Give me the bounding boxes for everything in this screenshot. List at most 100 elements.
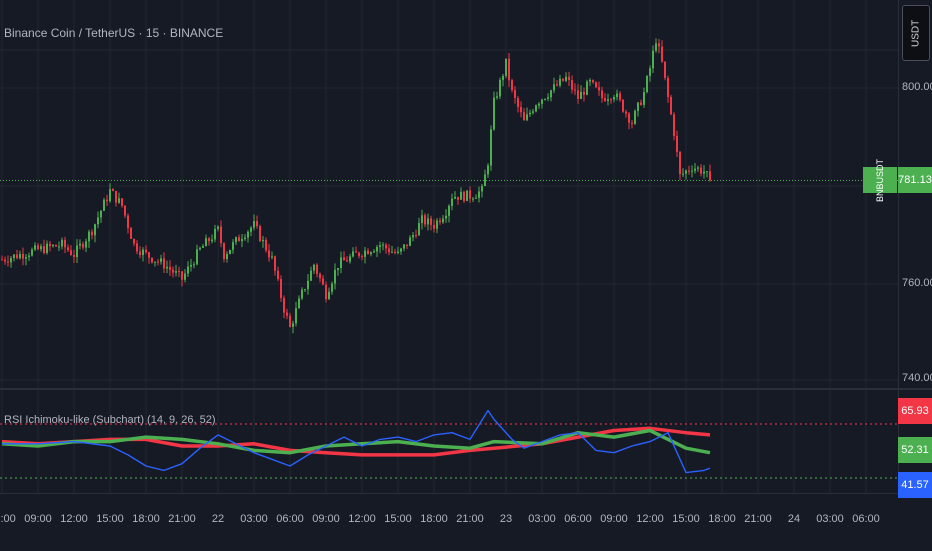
candle-body: [601, 90, 603, 99]
candle-body: [190, 265, 192, 267]
candle-body: [472, 198, 474, 200]
candle-body: [283, 298, 285, 313]
candle-body: [430, 218, 432, 225]
candle-body: [52, 244, 54, 247]
time-axis-label: 06:00: [276, 513, 304, 525]
candle-body: [64, 239, 66, 248]
candle-body: [637, 102, 639, 111]
candle-body: [661, 46, 663, 62]
candle-body: [238, 237, 240, 242]
candle-body: [172, 269, 174, 273]
candle-body: [88, 231, 90, 242]
price-scale[interactable]: [898, 0, 932, 493]
time-axis-label: 18:00: [420, 513, 448, 525]
candle-body: [397, 251, 399, 254]
candle-body: [709, 171, 711, 181]
candle-body: [100, 210, 102, 218]
time-axis-label: 03:00: [240, 513, 268, 525]
candle-body: [343, 257, 345, 261]
indicator-title[interactable]: RSI Ichimoku-like (Subchart) (14, 9, 26,…: [4, 414, 216, 426]
candle-body: [232, 242, 234, 250]
candle-body: [250, 227, 252, 232]
candle-body: [220, 226, 222, 244]
candle-body: [481, 186, 483, 192]
candle-body: [328, 291, 330, 300]
time-scale[interactable]: [0, 493, 932, 551]
candle-body: [169, 266, 171, 270]
candle-body: [202, 246, 204, 248]
candle-body: [280, 279, 282, 299]
candle-body: [421, 215, 423, 224]
candle-body: [304, 289, 306, 291]
symbol-title[interactable]: Binance Coin / TetherUS · 15 · BINANCE: [4, 26, 224, 40]
candle-body: [178, 271, 180, 273]
candle-body: [55, 244, 57, 247]
candle-body: [526, 114, 528, 121]
candle-body: [550, 90, 552, 98]
candle-body: [43, 246, 45, 254]
candle-body: [634, 110, 636, 124]
candle-body: [409, 237, 411, 246]
price-tick-label: 800.00: [902, 81, 932, 93]
candle-body: [127, 215, 129, 229]
time-axis-label: 15:00: [672, 513, 700, 525]
candle-body: [571, 79, 573, 90]
candle-body: [256, 221, 258, 227]
candle-body: [586, 81, 588, 95]
candle-body: [556, 84, 558, 86]
candle-body: [595, 82, 597, 88]
candle-body: [364, 250, 366, 257]
candle-body: [166, 266, 168, 269]
candle-body: [670, 96, 672, 115]
candle-body: [505, 58, 507, 76]
candle-body: [259, 226, 261, 242]
candle-body: [532, 111, 534, 113]
candle-body: [361, 256, 363, 258]
candle-body: [562, 78, 564, 81]
candle-body: [427, 218, 429, 225]
time-axis-label: 15:00: [384, 513, 412, 525]
candle-body: [82, 243, 84, 248]
candle-body: [187, 266, 189, 274]
candle-body: [466, 190, 468, 201]
candle-body: [478, 191, 480, 198]
candle-body: [547, 97, 549, 99]
candle-body: [391, 251, 393, 253]
candle-body: [70, 250, 72, 255]
candle-body: [184, 273, 186, 280]
candle-body: [241, 239, 243, 242]
time-axis-label: 09:00: [24, 513, 52, 525]
pane-divider[interactable]: [0, 388, 932, 390]
candle-body: [514, 90, 516, 99]
time-axis-label: 22: [211, 513, 225, 525]
candle-body: [322, 278, 324, 285]
grid: [0, 0, 898, 493]
candle-body: [334, 269, 336, 284]
candle-body: [214, 228, 216, 240]
candle-body: [22, 253, 24, 259]
candle-body: [367, 250, 369, 255]
candle-body: [457, 196, 459, 200]
candle-body: [217, 226, 219, 229]
time-axis-label: 24: [787, 513, 801, 525]
candle-body: [211, 239, 213, 242]
candle-body: [358, 252, 360, 257]
candle-body: [577, 90, 579, 99]
candle-body: [199, 247, 201, 250]
candle-body: [553, 84, 555, 91]
candle-body: [706, 171, 708, 173]
candle-body: [58, 246, 60, 248]
indicator-value-blue: 41.57: [898, 472, 932, 498]
candle-body: [658, 43, 660, 47]
candle-body: [589, 80, 591, 82]
candle-body: [610, 99, 612, 101]
currency-button[interactable]: USDT: [902, 5, 930, 61]
candle-body: [271, 256, 273, 258]
candle-body: [325, 284, 327, 300]
candle-body: [703, 171, 705, 174]
candle-body: [10, 258, 12, 263]
candle-body: [568, 76, 570, 80]
candle-body: [85, 241, 87, 248]
candle-body: [475, 197, 477, 199]
